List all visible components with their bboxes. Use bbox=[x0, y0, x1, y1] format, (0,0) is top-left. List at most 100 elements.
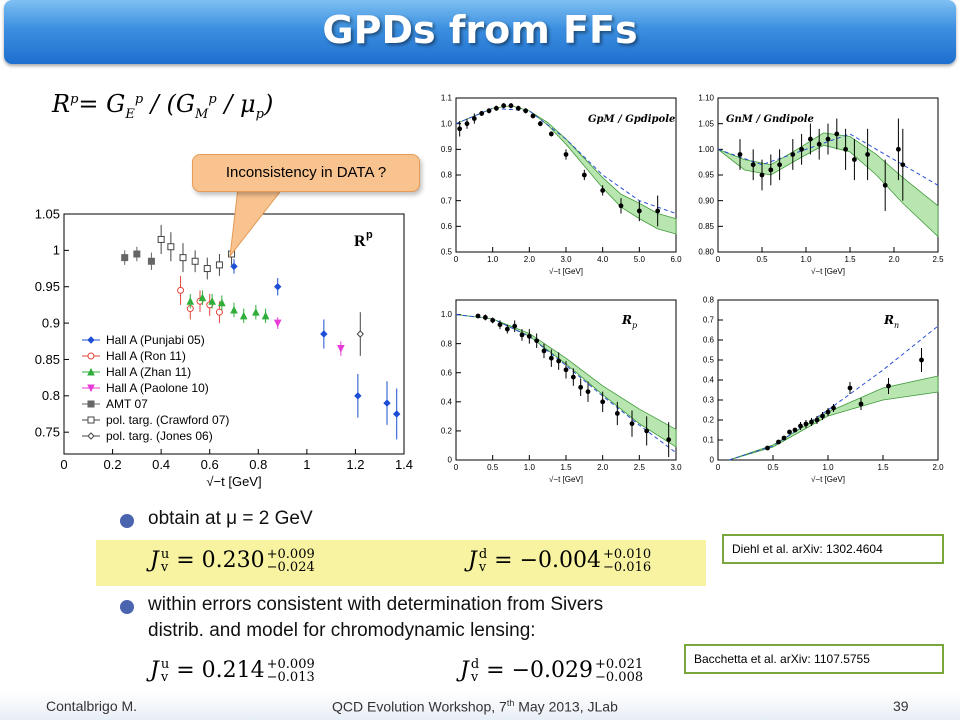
x-tick-label: 1.5 bbox=[877, 463, 889, 472]
data-point bbox=[230, 262, 238, 271]
data-point bbox=[87, 367, 95, 376]
y-tick-label: 0.2 bbox=[703, 416, 715, 425]
data-point bbox=[787, 429, 792, 435]
gm-n-chart: 0 0.5 1.0 1.5 2.0 2.5 0.80 0.85 0.90 0.95 1.00 1.05… bbox=[690, 92, 944, 282]
x-tick-label: 0 bbox=[716, 255, 721, 264]
data-point bbox=[87, 336, 95, 344]
data-point bbox=[776, 439, 781, 445]
y-tick-label: 1.10 bbox=[698, 94, 714, 103]
eq-minus: −0.024 bbox=[266, 560, 315, 575]
data-point bbox=[530, 113, 536, 119]
x-tick-label: 2.5 bbox=[634, 463, 646, 472]
chart-title-sub: p bbox=[632, 321, 637, 330]
data-point bbox=[563, 152, 569, 157]
y-tick-label: 0.80 bbox=[698, 248, 714, 257]
plot-frame bbox=[455, 299, 677, 461]
x-tick-label: 3.0 bbox=[560, 255, 572, 264]
bullet-text-2a: within errors consistent with determinat… bbox=[148, 594, 604, 615]
data-point bbox=[737, 152, 743, 157]
data-point bbox=[471, 116, 477, 121]
data-point bbox=[750, 162, 756, 168]
y-tick-label: 0.8 bbox=[42, 388, 60, 403]
title-bar: GPDs from FFs bbox=[4, 0, 956, 64]
data-point bbox=[393, 410, 401, 418]
y-tick-label: 0.6 bbox=[441, 368, 453, 377]
x-tick-label: 1.5 bbox=[844, 255, 856, 264]
y-tick-label: 0.5 bbox=[703, 356, 715, 365]
data-point bbox=[799, 146, 804, 152]
slide-title: GPDs from FFs bbox=[322, 8, 638, 52]
bullet-text-2b: distrib. and model for chromodynamic len… bbox=[148, 620, 536, 641]
data-point bbox=[834, 131, 840, 137]
y-tick-label: 0.4 bbox=[703, 376, 715, 385]
chart-title: R bbox=[354, 233, 366, 250]
chart-title: R bbox=[621, 313, 632, 327]
data-point bbox=[825, 136, 831, 142]
eq-plus: +0.009 bbox=[266, 547, 315, 562]
data-point bbox=[337, 345, 345, 353]
y-tick-label: 0.85 bbox=[35, 352, 60, 367]
data-point bbox=[541, 348, 547, 354]
x-tick-label: 0.4 bbox=[152, 457, 170, 472]
formula-ge-sup: p bbox=[134, 92, 144, 107]
data-point bbox=[865, 152, 870, 157]
x-tick-label: 5.0 bbox=[634, 255, 646, 264]
data-point bbox=[825, 409, 831, 415]
x-tick-label: 0.2 bbox=[104, 457, 122, 472]
data-point bbox=[486, 108, 492, 114]
data-point bbox=[479, 111, 485, 116]
data-point bbox=[147, 257, 155, 265]
data-point bbox=[457, 126, 463, 132]
x-tick-label: 6.0 bbox=[670, 255, 682, 264]
data-point bbox=[537, 121, 543, 127]
data-point bbox=[87, 400, 95, 408]
x-tick-label: 0 bbox=[454, 255, 459, 264]
formula-lhs: R bbox=[52, 90, 71, 118]
data-point bbox=[179, 254, 187, 262]
x-tick-label: 1.0 bbox=[487, 255, 499, 264]
data-point bbox=[858, 401, 864, 407]
data-point bbox=[765, 445, 770, 451]
x-axis-label: √−t [GeV] bbox=[549, 475, 583, 484]
data-point bbox=[781, 435, 787, 441]
gm-p-chart: 0 1.0 2.0 3.0 4.0 5.0 6.0 0.5 0.6 0.7 0.8 0.9 1.0 1.1… bbox=[428, 92, 682, 282]
data-point bbox=[320, 330, 328, 338]
data-point bbox=[629, 421, 635, 427]
reference-bacchetta: Bacchetta et al. arXiv: 1107.5755 bbox=[684, 644, 944, 674]
x-tick-label: 2.0 bbox=[888, 255, 900, 264]
data-point bbox=[600, 188, 606, 193]
eq-sup: u bbox=[160, 657, 170, 672]
footer-page-number: 39 bbox=[893, 698, 909, 714]
x-tick-label: 2.0 bbox=[932, 463, 944, 472]
y-tick-label: 0.7 bbox=[703, 316, 715, 325]
data-point bbox=[157, 235, 165, 243]
data-point bbox=[548, 131, 554, 137]
footer-bar bbox=[0, 692, 960, 720]
data-point bbox=[570, 374, 576, 380]
eq-plus: +0.010 bbox=[603, 547, 652, 562]
y-tick-label: 0.75 bbox=[35, 425, 60, 440]
data-point bbox=[534, 338, 540, 344]
y-tick-label: 0.8 bbox=[703, 296, 715, 305]
y-tick-label: 0 bbox=[710, 456, 715, 465]
data-point bbox=[919, 357, 924, 363]
y-tick-label: 1 bbox=[53, 243, 60, 258]
data-point bbox=[777, 162, 782, 168]
y-tick-label: 1.05 bbox=[698, 119, 714, 128]
data-point bbox=[167, 243, 175, 251]
data-point bbox=[274, 283, 282, 291]
x-tick-label: 0.5 bbox=[487, 463, 499, 472]
x-tick-label: 1.4 bbox=[395, 457, 413, 472]
data-point bbox=[215, 261, 223, 269]
data-point bbox=[896, 146, 901, 152]
eq-plus: +0.009 bbox=[266, 657, 315, 672]
chart-title: GpM / Gpdipole bbox=[588, 114, 675, 125]
x-tick-label: 0.5 bbox=[767, 463, 779, 472]
y-tick-label: 0.8 bbox=[441, 339, 453, 348]
x-tick-label: 1.0 bbox=[800, 255, 812, 264]
data-point bbox=[508, 103, 514, 109]
data-point bbox=[581, 172, 587, 178]
data-point bbox=[644, 428, 650, 434]
